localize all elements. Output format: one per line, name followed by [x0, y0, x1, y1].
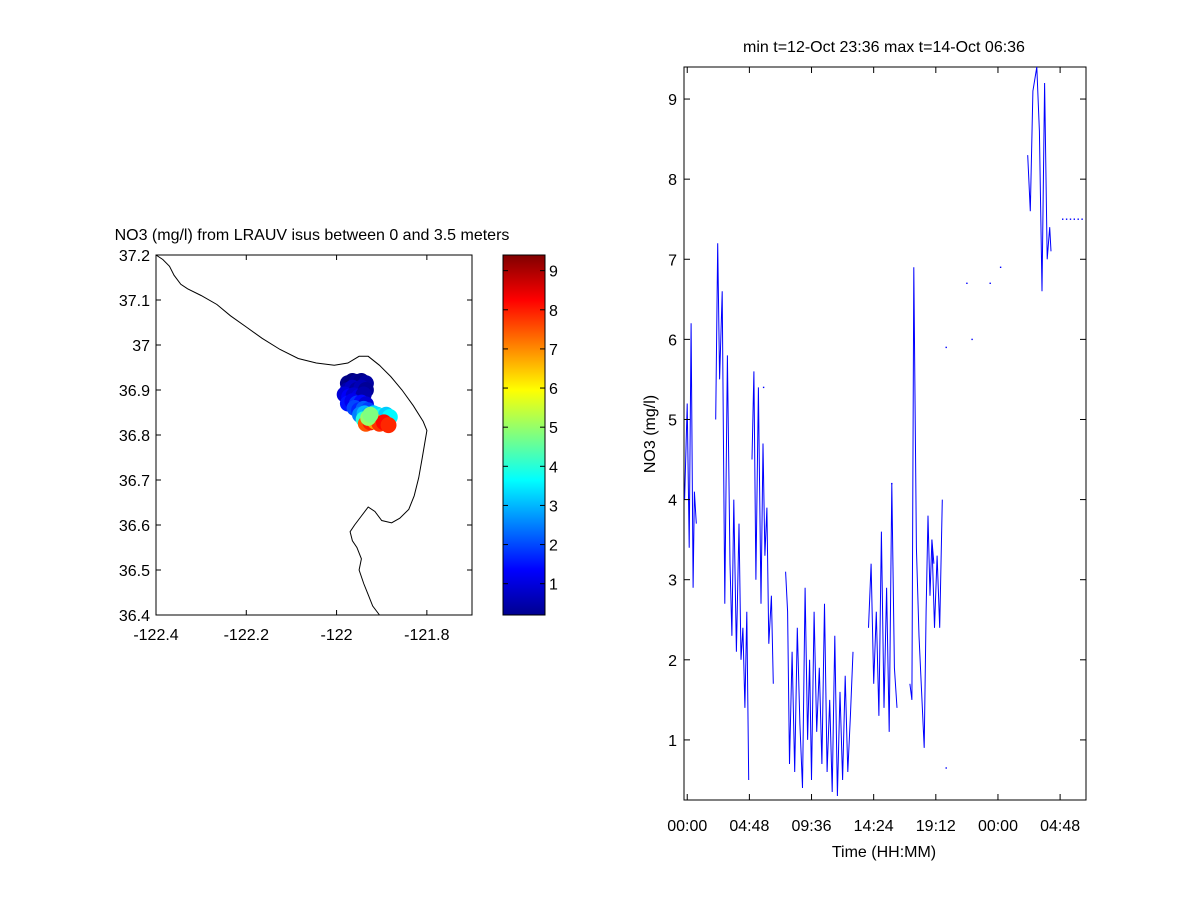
timeseries-lines	[684, 66, 1052, 797]
timeseries-xlabel: Time (HH:MM)	[832, 844, 936, 861]
map-y-tick-label: 36.5	[119, 563, 150, 580]
no3-series-segment	[1027, 66, 1052, 292]
coastline-path	[155, 254, 428, 616]
timeseries-title: min t=12-Oct 23:36 max t=14-Oct 06:36	[743, 39, 1025, 56]
no3-series-segment	[909, 267, 935, 748]
timeseries-y-tick-label: 3	[668, 573, 677, 590]
no3-point	[999, 266, 1002, 268]
colorbar-tick-label: 1	[549, 577, 558, 594]
map-y-tick-label: 36.4	[119, 608, 150, 625]
timeseries-y-tick-label: 7	[668, 252, 677, 269]
map-y-tick-label: 36.7	[119, 473, 150, 490]
timeseries-x-tick-label: 04:48	[729, 818, 769, 835]
map-y-tick-label: 36.8	[119, 428, 150, 445]
no3-point	[966, 282, 968, 284]
timeseries-x-tick-label: 04:48	[1040, 818, 1080, 835]
no3-point	[945, 767, 947, 769]
colorbar-tick-label: 2	[549, 538, 558, 555]
coastline	[155, 254, 428, 616]
map-title: NO3 (mg/l) from LRAUV isus between 0 and…	[115, 227, 510, 244]
no3-point	[1081, 218, 1083, 220]
colorbar-tick-label: 6	[549, 381, 558, 398]
no3-series-segment	[868, 483, 898, 732]
colorbar-tick-label: 7	[549, 342, 558, 359]
map-plot-area	[155, 254, 473, 616]
no3-point	[971, 338, 973, 341]
timeseries-y-tick-label: 8	[668, 172, 677, 189]
timeseries-x-tick-label: 09:36	[792, 818, 832, 835]
timeseries-axis-ticks: 00:00 04:48 09:36 14:24 19:12 00:00 04:48 1 2 3 4 5…	[667, 67, 1086, 835]
no3-point	[1062, 218, 1064, 220]
no3-point	[1077, 218, 1079, 220]
no3-point	[989, 282, 991, 284]
timeseries-x-tick-label: 14:24	[854, 818, 894, 835]
map-y-tick-label: 36.9	[119, 383, 150, 400]
timeseries-x-tick-label: 00:00	[978, 818, 1018, 835]
no3-point	[1069, 218, 1072, 220]
timeseries-y-tick-label: 5	[668, 412, 677, 429]
timeseries-y-tick-label: 2	[668, 653, 677, 670]
no3-point	[945, 346, 947, 349]
map-chart: NO3 (mg/l) from LRAUV isus between 0 and…	[115, 227, 510, 644]
colorbar-tick-label: 4	[549, 459, 558, 476]
no3-series-segment	[715, 243, 750, 781]
map-x-tick-label: -122	[321, 627, 353, 644]
timeseries-dots	[762, 218, 1083, 769]
timeseries-y-tick-label: 1	[668, 733, 677, 750]
timeseries-ylabel: NO3 (mg/l)	[642, 395, 659, 473]
no3-point	[891, 482, 893, 485]
no3-series-segment	[751, 371, 774, 684]
timeseries-y-tick-label: 4	[668, 493, 677, 510]
no3-series-segment	[931, 499, 943, 628]
colorbar-gradient	[502, 254, 546, 616]
no3-series-segment	[785, 571, 854, 797]
map-y-tick-label: 37.1	[119, 293, 150, 310]
colorbar-tick-label: 8	[549, 303, 558, 320]
map-axis-ticks: -122.4 -122.2 -122 -121.8 37.2 37.1 37 36.9 36.8…	[119, 248, 472, 644]
map-y-tick-label: 37.2	[119, 248, 150, 265]
map-point	[362, 406, 379, 423]
colorbar-ticks: 1 2 3 4 5 6 7 8 9	[503, 264, 558, 594]
map-point	[380, 417, 397, 434]
map-x-tick-label: -122.2	[224, 627, 269, 644]
timeseries-y-tick-label: 6	[668, 332, 677, 349]
colorbar-tick-label: 3	[549, 498, 558, 515]
timeseries-y-tick-label: 9	[668, 92, 677, 109]
timeseries-chart: min t=12-Oct 23:36 max t=14-Oct 06:36 00…	[642, 39, 1087, 861]
map-y-tick-label: 36.6	[119, 518, 150, 535]
timeseries-x-tick-label: 19:12	[916, 818, 956, 835]
map-x-tick-label: -121.8	[404, 627, 449, 644]
map-x-tick-label: -122.4	[133, 627, 178, 644]
timeseries-x-tick-label: 00:00	[667, 818, 707, 835]
no3-point	[762, 386, 765, 389]
map-scatter-points	[336, 373, 398, 434]
no3-series-segment	[684, 323, 697, 588]
colorbar-tick-label: 5	[549, 420, 558, 437]
no3-point	[1073, 218, 1075, 220]
no3-point	[1065, 218, 1068, 220]
colorbar: 1 2 3 4 5 6 7 8 9	[502, 254, 558, 616]
map-y-tick-label: 37	[132, 338, 150, 355]
colorbar-tick-label: 9	[549, 264, 558, 281]
